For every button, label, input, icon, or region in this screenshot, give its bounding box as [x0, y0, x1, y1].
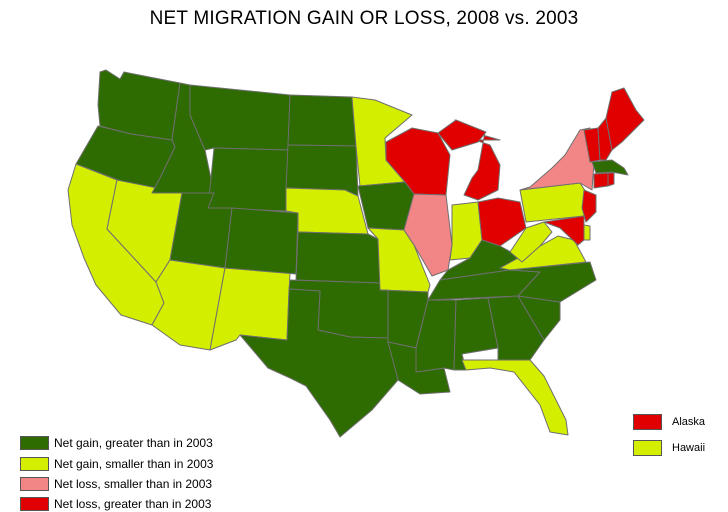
state-colorado [224, 207, 299, 275]
legend-label: Net gain, greater than in 2003 [54, 436, 213, 450]
legend-label: Net gain, smaller than in 2003 [54, 457, 214, 471]
inset-hawaii: Hawaii [633, 440, 705, 456]
inset-label-alaska: Alaska [672, 416, 706, 428]
legend-swatch [20, 436, 49, 450]
state-kansas [295, 231, 381, 284]
state-rhode-island [607, 172, 615, 187]
state-west-virginia [509, 221, 553, 263]
legend-item-loss-greater: Net loss, greater than in 2003 [20, 496, 211, 512]
state-new-hampshire [597, 117, 613, 161]
state-montana [189, 84, 291, 151]
inset-alaska: Alaska [633, 414, 705, 430]
legend-swatch [20, 497, 49, 511]
legend-label: Net loss, smaller than in 2003 [54, 477, 213, 491]
state-new-york [519, 127, 595, 191]
legend-swatch [20, 477, 49, 491]
state-north-dakota [287, 94, 357, 147]
state-massachusetts [591, 159, 629, 176]
state-michigan-upper [437, 119, 487, 151]
state-florida [461, 359, 569, 436]
inset-swatch [633, 440, 662, 456]
state-illinois [403, 193, 453, 277]
map-title: NET MIGRATION GAIN OR LOSS, 2008 vs. 200… [149, 8, 579, 29]
legend-item-loss-smaller: Net loss, smaller than in 2003 [20, 476, 212, 492]
legend-label: Net loss, greater than in 2003 [54, 497, 212, 511]
state-wyoming [207, 147, 289, 212]
state-connecticut [593, 172, 609, 189]
state-texas [239, 288, 399, 438]
state-nebraska [285, 187, 369, 235]
legend-item-gain-smaller: Net gain, smaller than in 2003 [20, 456, 213, 472]
state-new-jersey [581, 189, 597, 223]
state-maryland [543, 215, 585, 246]
inset-swatch [633, 414, 662, 430]
legend-swatch [20, 457, 49, 471]
legend-item-gain-greater: Net gain, greater than in 2003 [20, 435, 213, 451]
state-maine [605, 87, 645, 151]
state-north-carolina [509, 261, 597, 303]
inset-label-hawaii: Hawaii [672, 442, 706, 454]
state-delaware [583, 224, 591, 241]
state-michigan [454, 119, 501, 201]
